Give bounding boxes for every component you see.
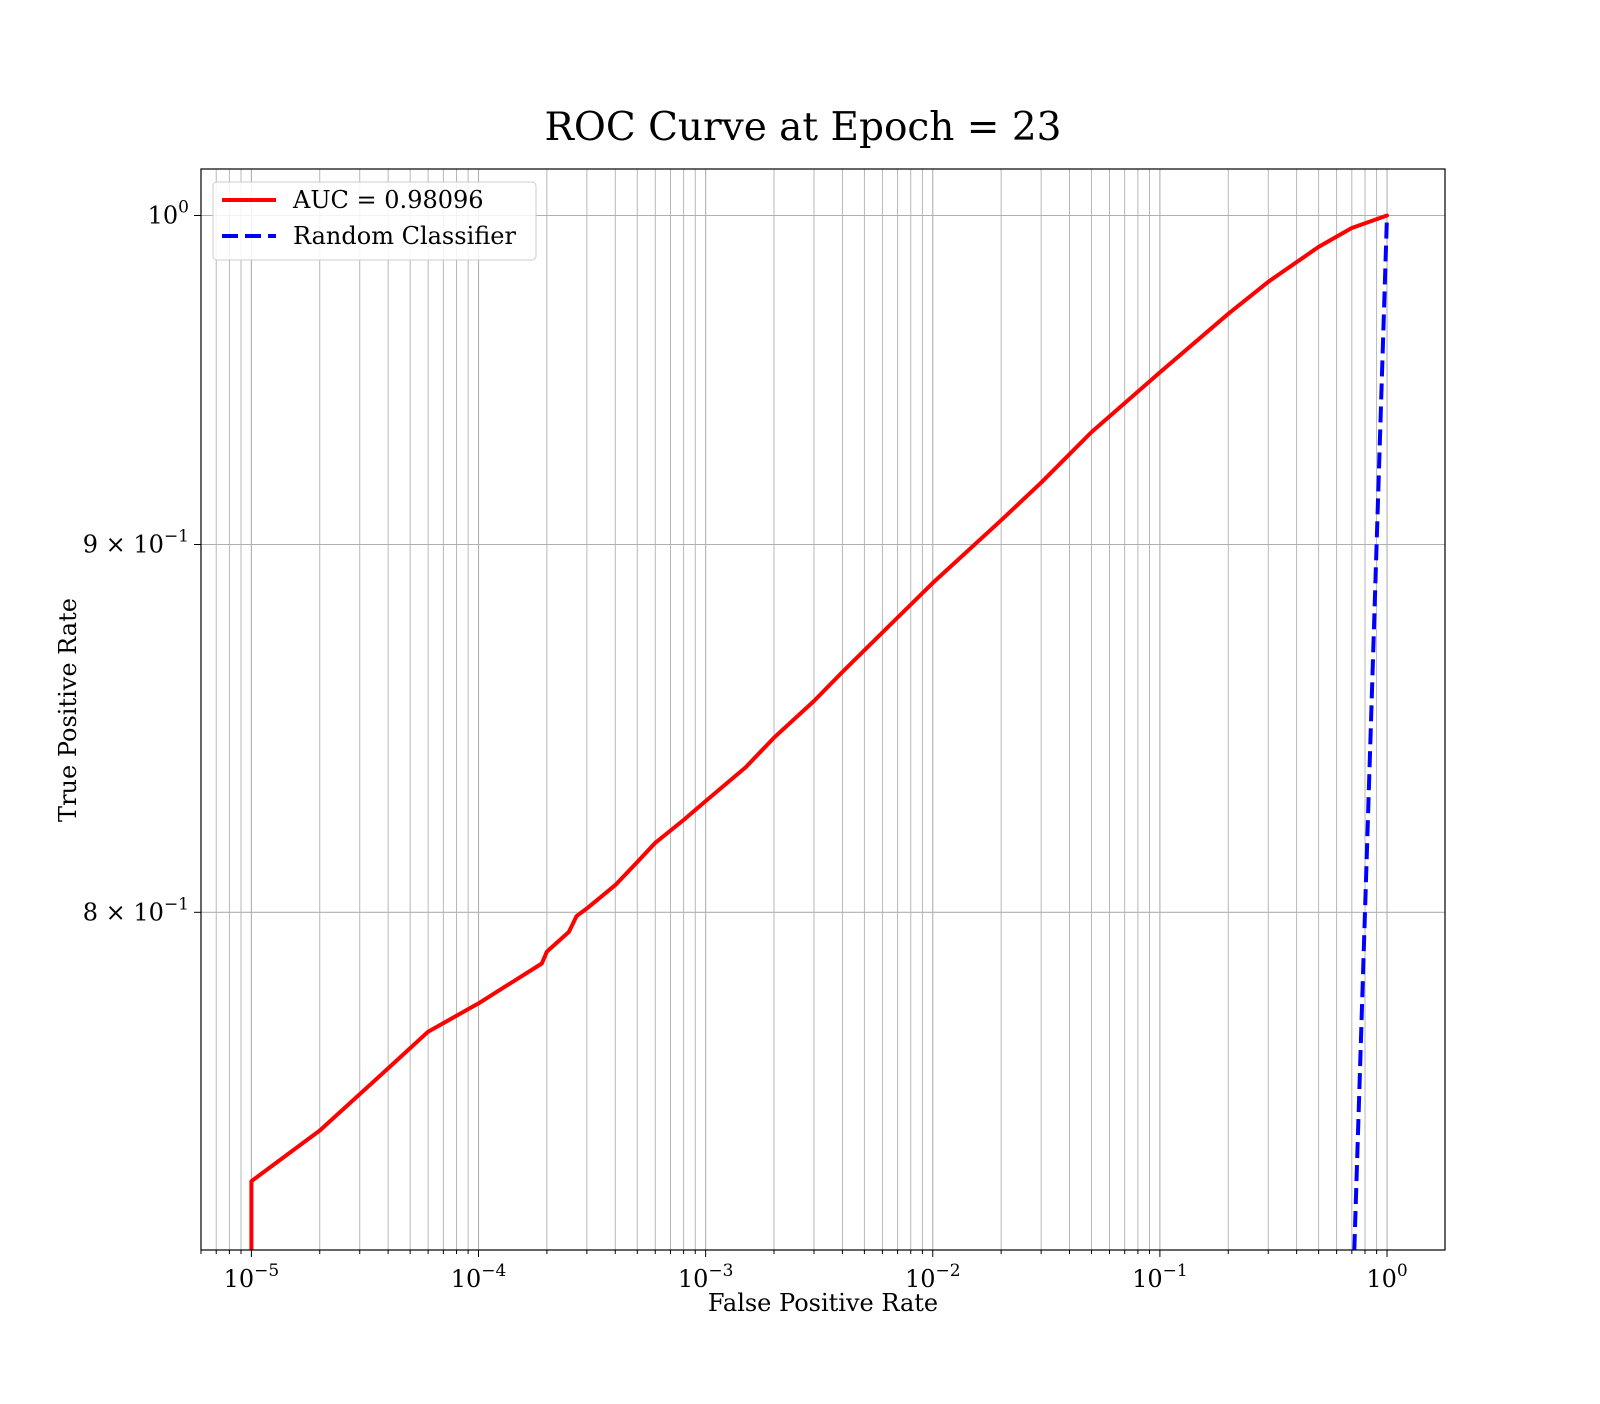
legend-box [212, 181, 537, 261]
random-classifier-line [1352, 215, 1389, 1250]
legend: AUC = 0.98096 Random Classifier [212, 181, 537, 261]
y-axis-label: True Positive Rate [54, 598, 82, 822]
y-tick-label: 9 × 10−1 [83, 527, 189, 559]
legend-label-auc: AUC = 0.98096 [292, 186, 484, 214]
y-tick-label: 100 [148, 197, 189, 229]
x-tick-label: 10−1 [1132, 1261, 1188, 1293]
roc-curve-line [249, 213, 1389, 1250]
chart-title: ROC Curve at Epoch = 23 [545, 105, 1062, 150]
x-tick-label: 10−2 [905, 1261, 961, 1293]
x-tick-label: 10−5 [224, 1261, 280, 1293]
grid-lines [200, 169, 1445, 1250]
legend-label-random: Random Classifier [293, 222, 516, 250]
x-tick-label: 10−3 [678, 1261, 734, 1293]
x-axis-label: False Positive Rate [708, 1289, 938, 1317]
axis-ticks: 10−5 10−4 10−3 10−2 10−1 100 8 × 10−1 9 × 10−1 1… [83, 197, 1408, 1293]
series-layer [249, 213, 1389, 1250]
x-tick-label: 10−4 [451, 1261, 507, 1293]
y-tick-label: 8 × 10−1 [83, 894, 189, 926]
plot-frame [200, 168, 1446, 1251]
x-tick-label: 100 [1366, 1261, 1407, 1293]
